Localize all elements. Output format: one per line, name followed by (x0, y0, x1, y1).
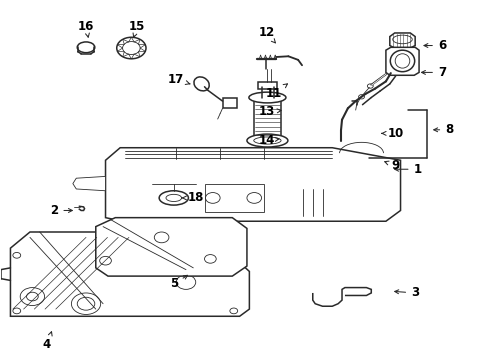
Text: 2: 2 (50, 204, 72, 217)
Text: 8: 8 (433, 123, 452, 136)
Polygon shape (79, 206, 84, 211)
Text: 4: 4 (43, 332, 52, 351)
Ellipse shape (389, 50, 414, 72)
Bar (205, 184, 264, 212)
Ellipse shape (159, 191, 188, 205)
Text: 1: 1 (394, 163, 421, 176)
Text: 10: 10 (381, 127, 403, 140)
Text: 17: 17 (168, 73, 189, 86)
Text: 11: 11 (265, 84, 287, 100)
Ellipse shape (248, 92, 285, 103)
Ellipse shape (246, 134, 287, 147)
Ellipse shape (77, 42, 95, 53)
Polygon shape (385, 47, 418, 75)
Circle shape (229, 308, 237, 314)
Text: 3: 3 (394, 287, 418, 300)
Ellipse shape (194, 77, 209, 91)
Circle shape (117, 37, 146, 59)
Text: 6: 6 (423, 39, 445, 52)
Text: 9: 9 (384, 159, 399, 172)
Bar (254, 98, 281, 139)
Bar (257, 82, 277, 89)
Polygon shape (73, 176, 105, 191)
Text: 13: 13 (258, 105, 281, 118)
Polygon shape (312, 288, 370, 306)
Text: 16: 16 (78, 20, 94, 37)
Bar (222, 98, 237, 108)
Circle shape (13, 252, 20, 258)
Text: 5: 5 (169, 275, 187, 291)
Circle shape (13, 308, 20, 314)
Polygon shape (10, 226, 249, 316)
Text: 14: 14 (258, 134, 278, 147)
Text: 7: 7 (421, 66, 445, 79)
Text: 12: 12 (258, 27, 275, 43)
Polygon shape (96, 218, 246, 276)
Polygon shape (105, 148, 400, 221)
Text: 18: 18 (182, 192, 203, 204)
Text: 15: 15 (129, 20, 145, 37)
Polygon shape (389, 33, 414, 48)
